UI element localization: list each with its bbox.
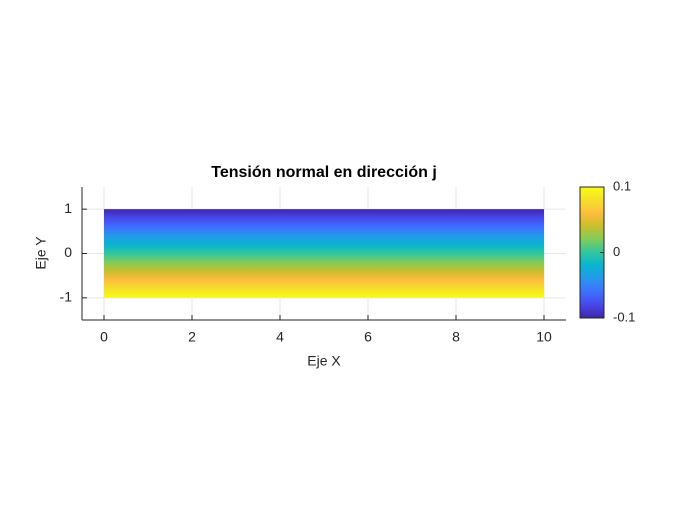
y-tick-label: 0 [64, 244, 72, 260]
chart-title: Tensión normal en dirección j [211, 164, 437, 181]
field [104, 209, 544, 298]
x-tick-label: 4 [276, 329, 284, 345]
x-tick-label: 2 [188, 329, 196, 345]
y-tick-label: -1 [60, 289, 73, 305]
colorbar-tick-label: 0 [613, 244, 620, 259]
y-axis-label: Eje Y [33, 236, 49, 270]
x-axis-label: Eje X [307, 353, 341, 369]
x-tick-label: 6 [364, 329, 372, 345]
colorbar-tick-label: 0.1 [613, 178, 631, 193]
x-tick-label: 0 [100, 329, 108, 345]
y-tick-label: 1 [64, 200, 72, 216]
colorbar-tick-label: -0.1 [613, 309, 635, 324]
x-tick-label: 8 [452, 329, 460, 345]
x-tick-label: 10 [536, 329, 552, 345]
